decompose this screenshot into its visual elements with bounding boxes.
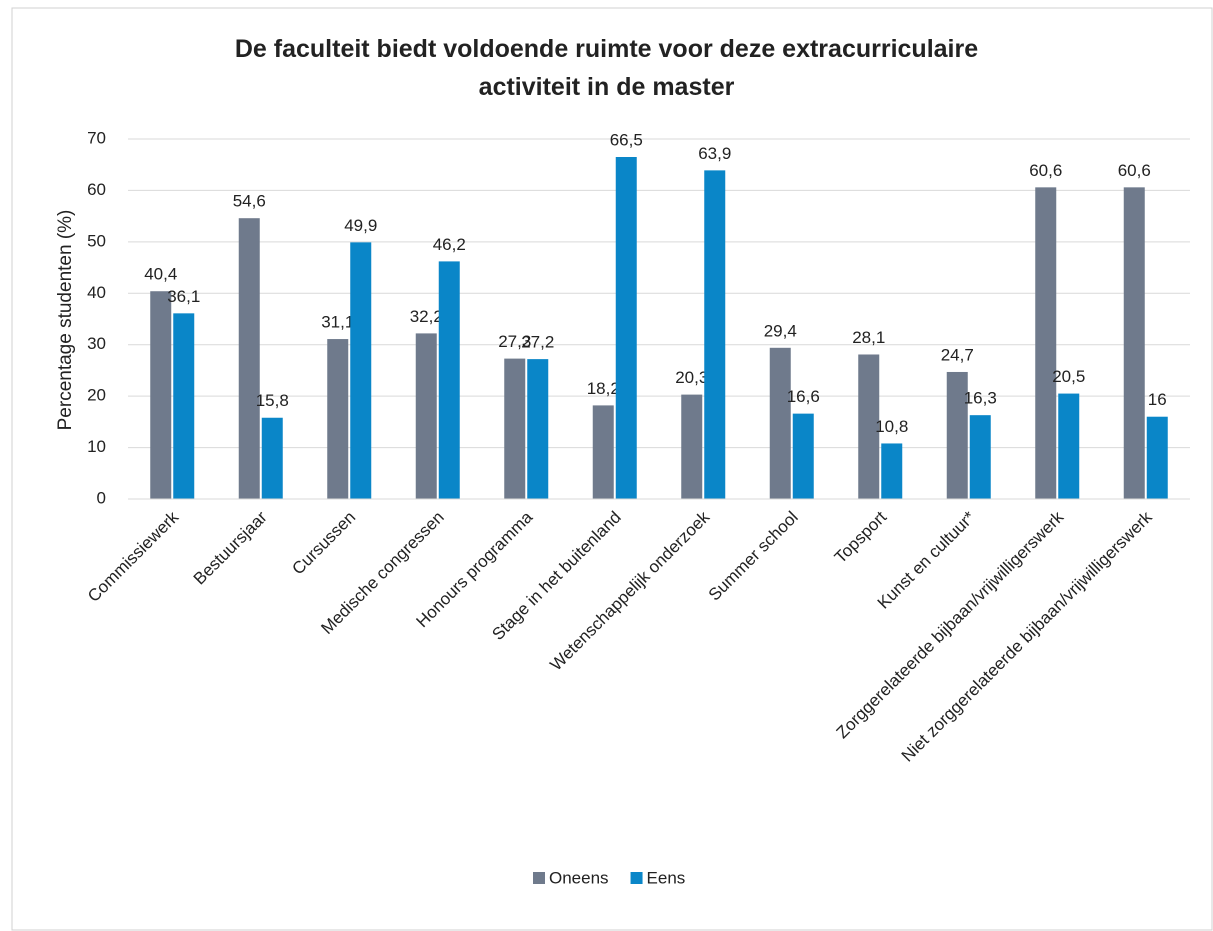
- data-label: 20,5: [1052, 367, 1085, 386]
- bar: [1146, 416, 1168, 499]
- data-label: 20,3: [675, 368, 708, 387]
- data-label: 63,9: [698, 144, 731, 163]
- bar: [704, 170, 726, 499]
- x-tick-label: Commissiewerk: [84, 507, 183, 606]
- data-label: 29,4: [764, 321, 797, 340]
- data-label: 16: [1148, 390, 1167, 409]
- y-tick-label: 30: [87, 334, 106, 353]
- legend-swatch: [533, 872, 545, 884]
- data-label: 16,6: [787, 387, 820, 406]
- y-tick-label: 50: [87, 231, 106, 250]
- bar: [858, 354, 880, 499]
- bar: [173, 313, 195, 499]
- bar: [150, 291, 172, 499]
- bar: [969, 415, 991, 499]
- y-tick-label: 60: [87, 180, 106, 199]
- bar: [1123, 187, 1145, 500]
- x-tick-label: Summer school: [705, 508, 802, 605]
- y-axis-label: Percentage studenten (%): [55, 210, 76, 431]
- bar: [438, 261, 460, 499]
- y-tick-label: 20: [87, 386, 106, 405]
- legend-label: Oneens: [549, 868, 609, 887]
- data-label: 54,6: [233, 192, 266, 211]
- data-label: 15,8: [256, 391, 289, 410]
- x-tick-label: Wetenschappelijk onderzoek: [546, 507, 713, 674]
- bar: [1058, 393, 1080, 499]
- data-label: 18,2: [587, 379, 620, 398]
- data-label: 28,1: [852, 328, 885, 347]
- bar: [527, 359, 549, 499]
- data-label: 60,6: [1029, 161, 1062, 180]
- data-label: 27,2: [521, 333, 554, 352]
- data-label: 31,1: [321, 313, 354, 332]
- data-label: 49,9: [344, 216, 377, 235]
- legend-label: Eens: [647, 868, 686, 887]
- y-tick-label: 40: [87, 283, 106, 302]
- data-label: 66,5: [610, 130, 643, 149]
- x-tick-label: Topsport: [831, 507, 891, 567]
- y-tick-label: 70: [87, 128, 106, 147]
- data-label: 60,6: [1118, 161, 1151, 180]
- y-tick-label: 10: [87, 437, 106, 456]
- data-label: 32,2: [410, 307, 443, 326]
- bar: [415, 333, 437, 499]
- data-label: 36,1: [167, 287, 200, 306]
- data-label: 10,8: [875, 417, 908, 436]
- bar: [350, 242, 372, 499]
- bar: [327, 339, 349, 499]
- x-tick-label: Bestuursjaar: [190, 507, 271, 588]
- data-label: 46,2: [433, 235, 466, 254]
- data-label: 40,4: [144, 265, 177, 284]
- bar: [615, 157, 637, 499]
- data-label: 16,3: [964, 389, 997, 408]
- data-label: 24,7: [941, 345, 974, 364]
- chart-title: De faculteit biedt voldoende ruimte voor…: [234, 35, 979, 101]
- bar: [592, 405, 614, 499]
- x-tick-label: Cursussen: [288, 508, 359, 579]
- bar: [261, 417, 283, 499]
- legend-swatch: [630, 872, 643, 884]
- bar: [681, 394, 703, 499]
- bar: [946, 371, 968, 499]
- bar: [792, 413, 814, 499]
- bar: [504, 358, 526, 499]
- bar: [769, 347, 791, 499]
- bar: [1035, 187, 1057, 500]
- chart-frame: [11, 7, 1213, 931]
- y-tick-label: 0: [97, 488, 106, 507]
- bar: [238, 218, 260, 499]
- bar: [881, 443, 903, 499]
- data-label: 27,3: [498, 332, 531, 351]
